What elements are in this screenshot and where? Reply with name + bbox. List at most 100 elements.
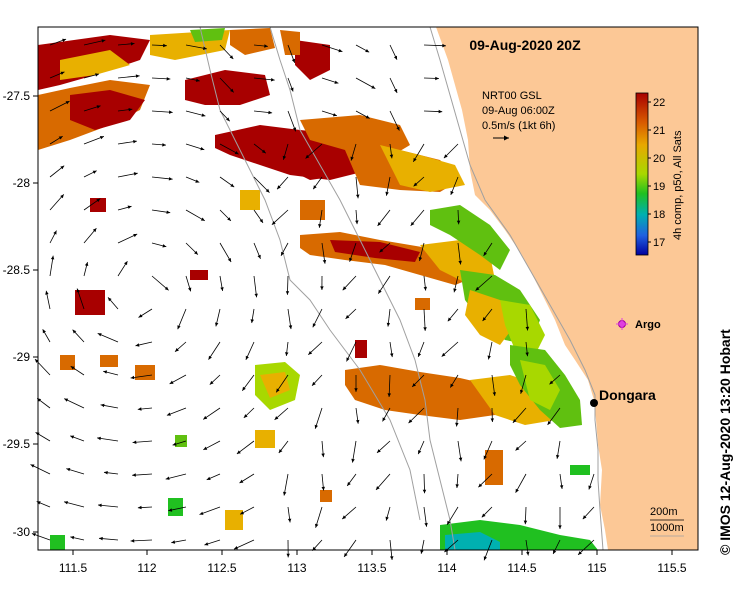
current-vector-head [393,55,397,60]
current-vector-head [195,179,200,183]
current-vector-head [443,154,448,159]
product-line3: 0.5m/s (1kt 6h) [482,120,555,132]
current-vector-head [50,255,55,260]
current-vector-head [549,380,554,385]
current-vector-head [379,248,384,253]
current-vector-head [351,458,355,463]
current-vector-head [338,48,343,53]
argo-marker-icon [616,318,628,330]
current-vector-head [64,501,68,505]
current-vector [389,110,400,131]
x-tick-label: 113.5 [357,561,386,575]
dongara-marker-icon [590,399,598,407]
current-vector-head [101,39,106,43]
current-vector-head [378,289,382,294]
current-vector-head [520,389,524,394]
current-vector-head [58,136,63,140]
x-tick-label: 114.5 [507,561,536,575]
current-vector-head [239,479,244,483]
current-vector-head [441,352,446,357]
current-vector-head [355,220,359,225]
current-vector [388,374,391,398]
current-vector-head [387,393,391,397]
current-vector-head [356,419,360,424]
current-vector-head [130,42,135,46]
y-tick-label: -30 [13,525,31,539]
current-vector-head [313,185,317,190]
current-vector-head [285,352,289,356]
current-vector-head [559,485,564,489]
current-vector-head [199,511,204,515]
current-vector-head [162,143,166,147]
current-vector-head [277,185,281,190]
current-vector-head [578,551,582,555]
current-vector-head [230,88,234,93]
current-vector-head [138,314,143,318]
x-tick-label: 113 [287,561,306,575]
current-vector-head [171,540,176,544]
current-vector-head [385,191,389,196]
current-vector-head [265,188,270,193]
x-tick-label: 112 [137,561,156,575]
current-vector-head [96,198,101,203]
current-vector-head [215,322,219,327]
current-vector-head [287,518,292,523]
current-vector-head [70,366,75,370]
current-vector-head [447,520,451,525]
current-vector-head [175,348,179,352]
current-vector-head [413,182,418,187]
current-vector-head [97,436,101,441]
current-vector-head [99,136,104,140]
current-vector-head [168,177,173,181]
current-vector-head [450,190,454,195]
current-vector-head [346,357,350,362]
current-vector-head [312,381,316,386]
current-vector-head [227,258,232,262]
current-vector-head [261,149,266,154]
current-vector-head [133,140,137,144]
current-vector [151,275,169,291]
current-vector [219,242,232,263]
current-vector-head [99,536,103,541]
current-vector-head [423,327,427,331]
current-vector-head [108,297,112,302]
x-tick-label: 115 [587,561,606,575]
current-vector-head [525,326,530,331]
current-vector-head [345,315,350,319]
current-vector-head [227,217,231,221]
current-vector-head [60,194,64,199]
current-vector-head [229,55,234,59]
current-vector-head [483,455,487,460]
current-vector [83,39,106,46]
current-vector-head [389,154,394,159]
current-vector-head [208,355,212,360]
current-vector-head [424,522,428,527]
current-vector-head [103,370,108,374]
x-tick-label: 114 [437,561,456,575]
current-vector-head [483,251,487,256]
current-vector [253,275,257,298]
colorbar-tick-18: 18 [653,209,665,221]
current-vector-head [382,417,386,422]
current-vector-head [344,553,348,557]
current-vector-head [72,329,77,334]
current-vector-head [365,115,370,119]
current-vector-head [286,553,290,558]
current-vector-head [220,287,224,291]
current-vector-head [291,58,296,63]
current-vector [305,143,323,159]
current-vector-head [412,383,416,387]
current-vector-head [512,419,517,423]
current-vector-head [408,419,413,424]
current-vector-head [420,550,424,554]
current-vector-head [285,291,290,295]
current-vector-head [204,542,209,546]
current-vector-head [482,317,487,321]
current-vector-head [168,508,173,512]
current-vector [253,176,270,193]
current-vector [117,75,140,79]
current-vector-head [390,353,394,358]
current-vector-head [60,71,65,75]
current-vector-head [515,488,519,493]
current-vector-head [164,286,169,291]
